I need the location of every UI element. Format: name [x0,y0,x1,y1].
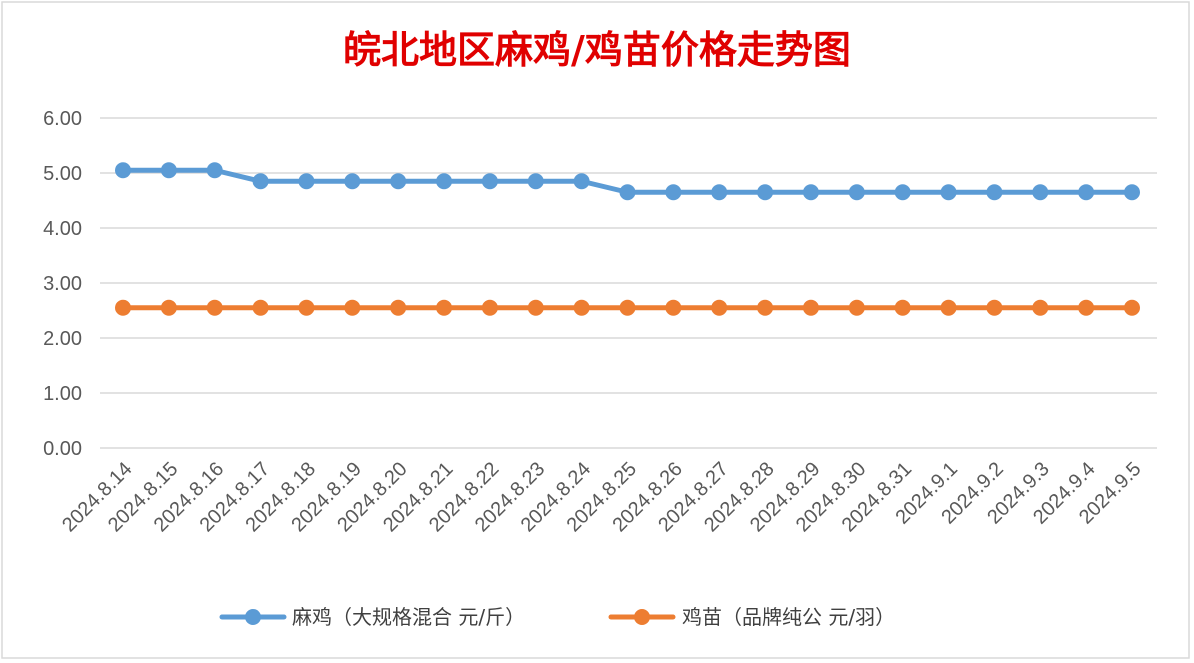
data-point [481,173,498,190]
data-point [344,173,361,190]
legend-label-0: 麻鸡（大规格混合 元/斤） [292,605,525,629]
data-point [298,173,315,190]
y-tick-label: 0.00 [43,438,82,460]
data-point [940,184,957,201]
data-point [894,184,911,201]
data-point [665,184,682,201]
data-point [802,184,819,201]
data-point [252,299,269,316]
gridlines [100,117,1157,449]
data-point [1032,299,1049,316]
y-tick-label: 6.00 [43,108,82,130]
data-point [115,162,131,179]
data-point [757,299,774,316]
data-point [436,173,453,190]
series-1 [115,299,1140,316]
data-point [619,184,636,201]
y-axis-ticks: 0.00 1.00 2.00 3.00 4.00 5.00 6.00 [43,108,82,460]
data-point [160,299,177,316]
data-point [619,299,636,316]
legend: 麻鸡（大规格混合 元/斤） 鸡苗（品牌纯公 元/羽） [219,605,895,629]
data-point [1078,299,1095,316]
y-tick-label: 1.00 [43,383,82,405]
legend-marker-1 [634,609,650,625]
data-point [894,299,911,316]
data-point [802,299,819,316]
data-point [527,173,544,190]
data-point [848,299,865,316]
data-point [344,299,361,316]
data-point [986,184,1003,201]
data-point [940,299,957,316]
data-point [252,173,269,190]
legend-label-1: 鸡苗（品牌纯公 元/羽） [682,605,895,629]
data-point [711,184,728,201]
series-layer [115,162,1140,316]
data-point [115,299,131,316]
data-point [1078,184,1095,201]
y-tick-label: 5.00 [43,163,82,185]
legend-marker-0 [245,609,261,625]
y-tick-label: 3.00 [43,273,82,295]
data-point [206,299,223,316]
y-tick-label: 4.00 [43,218,82,240]
data-point [436,299,453,316]
data-point [160,162,177,179]
data-point [1124,184,1140,201]
data-point [757,184,774,201]
data-point [573,173,590,190]
data-point [1032,184,1049,201]
data-point [1124,299,1140,316]
data-point [390,299,407,316]
data-point [711,299,728,316]
data-point [665,299,682,316]
chart-title: 皖北地区麻鸡/鸡苗价格走势图 [343,28,851,72]
data-point [573,299,590,316]
data-point [481,299,498,316]
data-point [527,299,544,316]
y-tick-label: 2.00 [43,328,82,350]
data-point [848,184,865,201]
data-point [986,299,1003,316]
series-0 [115,162,1140,201]
data-point [390,173,407,190]
data-point [298,299,315,316]
data-point [206,162,223,179]
